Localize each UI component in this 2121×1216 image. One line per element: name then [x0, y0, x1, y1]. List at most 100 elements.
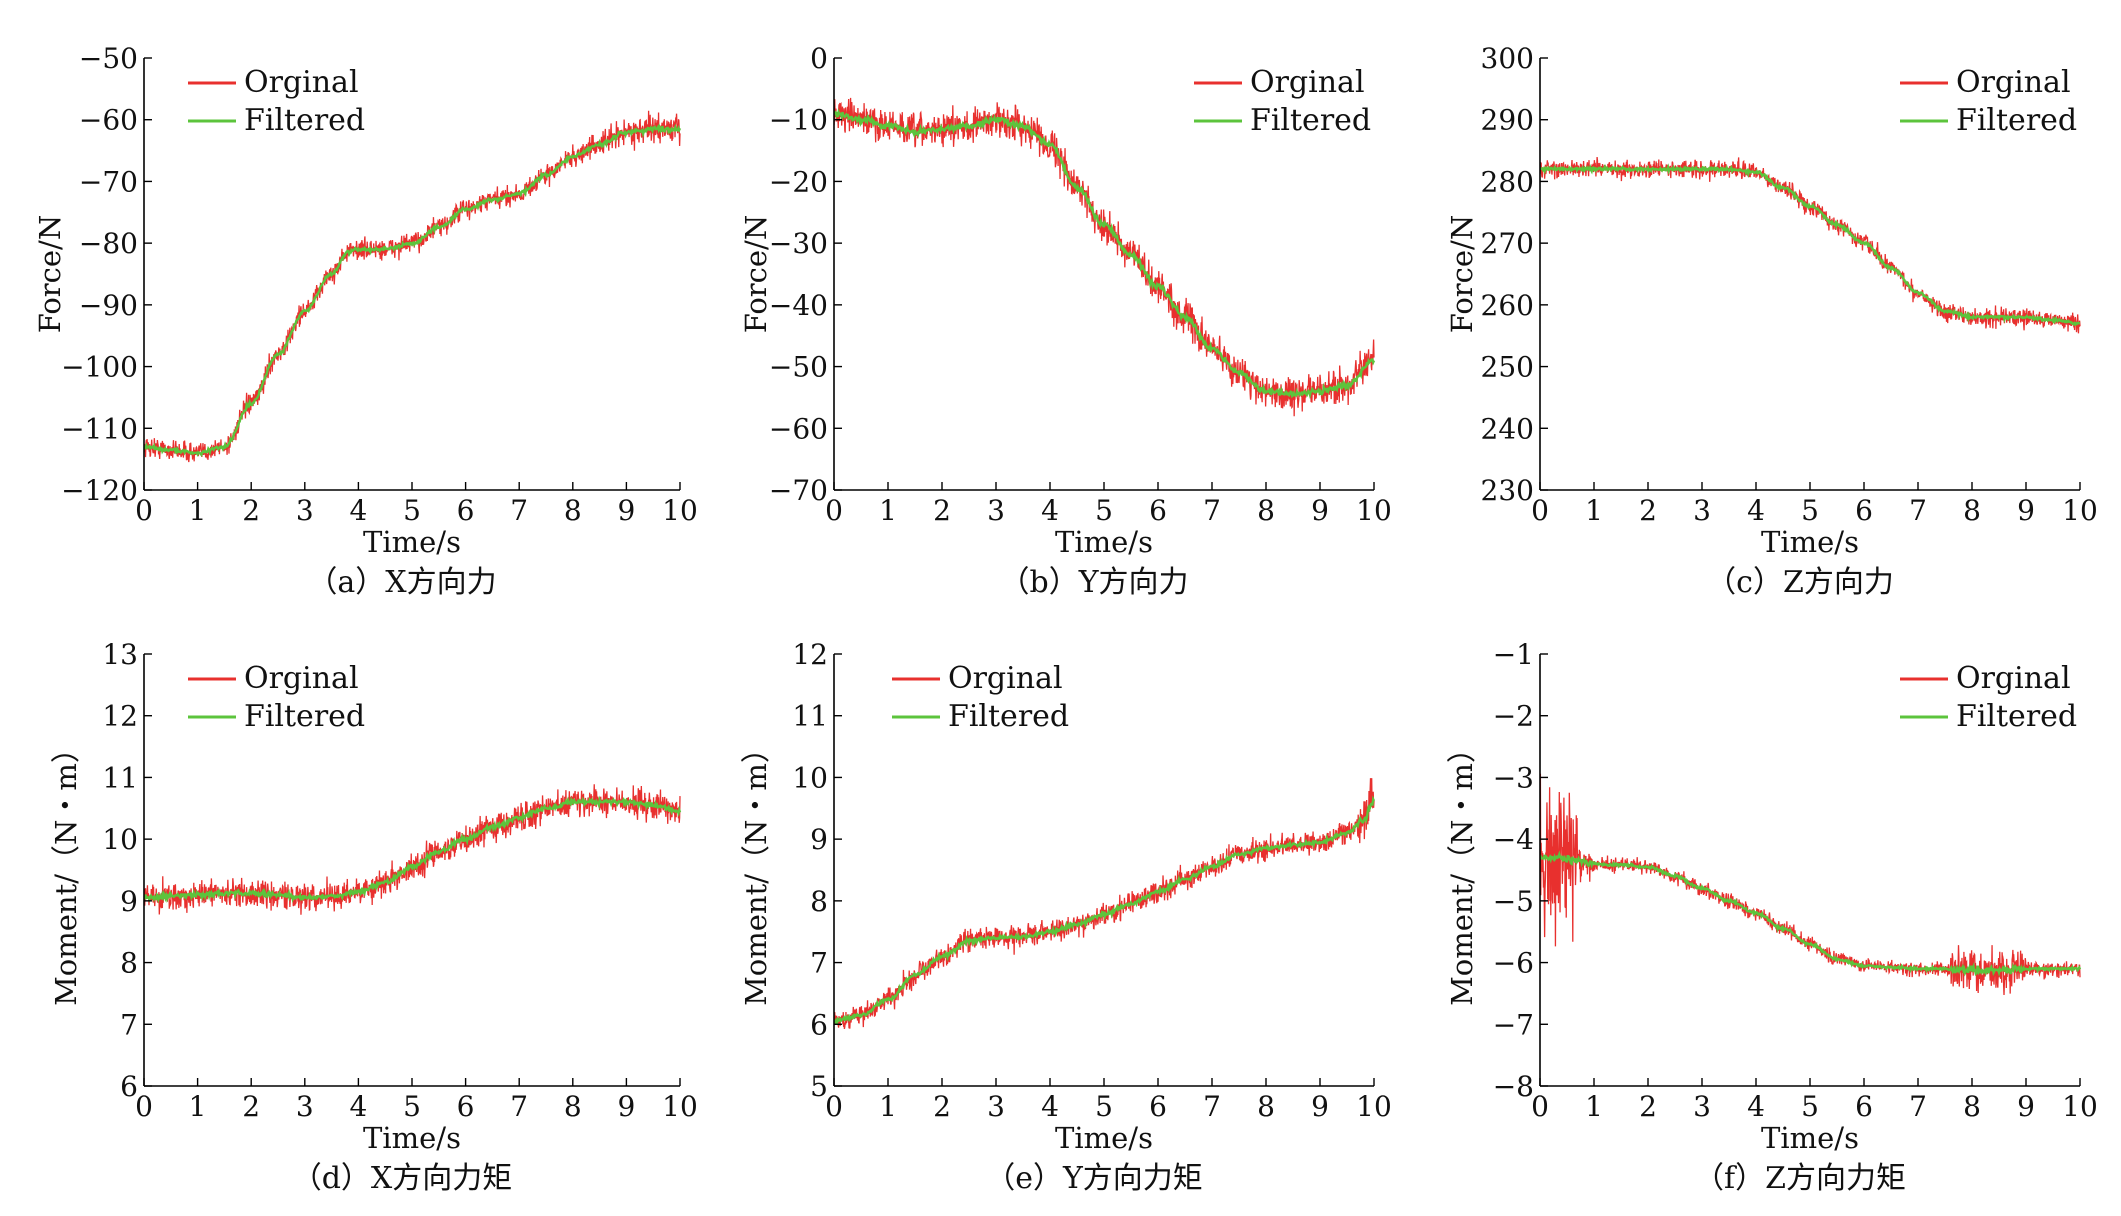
y-tick-label: 300 [1481, 42, 1534, 75]
y-tick-label: −20 [769, 165, 828, 198]
x-tick-label: 5 [403, 1090, 421, 1123]
y-tick-label: 9 [120, 885, 138, 918]
y-tick-label: −70 [769, 474, 828, 507]
y-tick-label: 270 [1481, 227, 1534, 260]
y-tick-label: 7 [810, 947, 828, 980]
x-tick-label: 0 [825, 494, 843, 527]
legend-label: Filtered [1250, 103, 1371, 138]
y-tick-label: 0 [810, 42, 828, 75]
x-tick-label: 1 [879, 494, 897, 527]
y-tick-label: 290 [1481, 104, 1534, 137]
x-tick-label: 8 [1963, 1090, 1981, 1123]
y-tick-label: 7 [120, 1008, 138, 1041]
x-tick-label: 3 [296, 1090, 314, 1123]
x-tick-label: 6 [1855, 1090, 1873, 1123]
x-tick-label: 4 [349, 1090, 367, 1123]
legend-label: Orginal [1956, 661, 2071, 696]
y-tick-label: 240 [1481, 412, 1534, 445]
panel-f: 0 1 2 3 4 5 6 7 8 9 10 −1 −2 −3 −4 −5 −6 −7 −8 Time/s Moment… [1445, 638, 2098, 1196]
x-tick-label: 7 [1909, 1090, 1927, 1123]
y-tick-label: −70 [79, 165, 138, 198]
x-tick-label: 3 [1693, 494, 1711, 527]
x-tick-label: 6 [1855, 494, 1873, 527]
y-tick-label: −30 [769, 227, 828, 260]
x-tick-label: 0 [135, 494, 153, 527]
x-axis-title: Time/s [1761, 1121, 1859, 1155]
y-tick-label: 260 [1481, 289, 1534, 322]
y-tick-label: 8 [810, 885, 828, 918]
legend-label: Orginal [244, 65, 359, 100]
y-axis-title: Moment/（N・m） [49, 734, 83, 1006]
y-tick-label: −90 [79, 289, 138, 322]
series-filtered-line [834, 108, 1376, 400]
series-filtered-line [834, 795, 1376, 1026]
x-axis-title: Time/s [1761, 525, 1859, 559]
x-tick-label: 10 [662, 494, 698, 527]
legend-label: Orginal [1956, 65, 2071, 100]
x-tick-label: 0 [1531, 1090, 1549, 1123]
y-tick-label: 6 [810, 1008, 828, 1041]
x-tick-label: 5 [403, 494, 421, 527]
x-tick-label: 10 [2062, 1090, 2098, 1123]
x-tick-label: 9 [617, 494, 635, 527]
y-tick-label: −8 [1493, 1070, 1534, 1103]
x-tick-label: 4 [1041, 1090, 1059, 1123]
x-tick-label: 2 [933, 494, 951, 527]
y-tick-label: −6 [1493, 947, 1534, 980]
x-tick-label: 6 [457, 494, 475, 527]
series-filtered-line [144, 123, 682, 458]
panel-caption: （f）Z方向力矩 [1694, 1161, 1906, 1196]
x-tick-label: 8 [564, 1090, 582, 1123]
x-tick-label: 10 [1356, 1090, 1392, 1123]
x-tick-label: 1 [1585, 1090, 1603, 1123]
y-tick-label: −100 [61, 351, 138, 384]
x-tick-label: 4 [1747, 494, 1765, 527]
x-axis-title: Time/s [363, 525, 461, 559]
x-tick-label: 0 [825, 1090, 843, 1123]
x-tick-label: 4 [1041, 494, 1059, 527]
y-axis-title: Moment/（N・m） [739, 734, 773, 1006]
series-original-line [144, 110, 681, 463]
panel-caption: （d）X方向力矩 [292, 1161, 513, 1196]
y-tick-label: −110 [61, 412, 138, 445]
x-tick-label: 4 [1747, 1090, 1765, 1123]
x-tick-label: 5 [1801, 494, 1819, 527]
legend-label: Filtered [1956, 103, 2077, 138]
x-tick-label: 9 [1311, 1090, 1329, 1123]
legend-label: Orginal [1250, 65, 1365, 100]
x-tick-label: 6 [1149, 1090, 1167, 1123]
y-tick-label: −2 [1493, 700, 1534, 733]
x-tick-label: 0 [1531, 494, 1549, 527]
x-tick-label: 2 [1639, 494, 1657, 527]
y-tick-label: −40 [769, 289, 828, 322]
series-original-line [1540, 156, 2081, 334]
y-tick-label: 11 [792, 700, 828, 733]
legend-label: Filtered [244, 103, 365, 138]
legend-label: Filtered [1956, 699, 2077, 734]
x-tick-label: 3 [1693, 1090, 1711, 1123]
y-axis-title: Force/N [1445, 215, 1479, 333]
y-tick-label: −3 [1493, 761, 1534, 794]
series-original-line [834, 778, 1375, 1030]
panel-d: 0 1 2 3 4 5 6 7 8 9 10131211109876Time/sMoment/（N・… [49, 638, 698, 1196]
y-tick-label: −50 [769, 351, 828, 384]
y-axis-title: Moment/（N・m） [1445, 734, 1479, 1006]
panel-e: 0 1 2 3 4 5 6 7 8 9 1012111098765Time/sMoment/（N・m… [739, 638, 1392, 1196]
x-tick-label: 8 [1963, 494, 1981, 527]
y-tick-label: −1 [1493, 638, 1534, 671]
x-tick-label: 7 [1203, 1090, 1221, 1123]
x-tick-label: 1 [189, 1090, 207, 1123]
x-tick-label: 8 [564, 494, 582, 527]
x-tick-label: 9 [1311, 494, 1329, 527]
x-tick-label: 10 [2062, 494, 2098, 527]
x-tick-label: 5 [1095, 494, 1113, 527]
y-tick-label: −60 [769, 412, 828, 445]
y-tick-label: 5 [810, 1070, 828, 1103]
series-filtered-line [1540, 163, 2081, 327]
legend-label: Filtered [244, 699, 365, 734]
y-tick-label: −5 [1493, 885, 1534, 918]
